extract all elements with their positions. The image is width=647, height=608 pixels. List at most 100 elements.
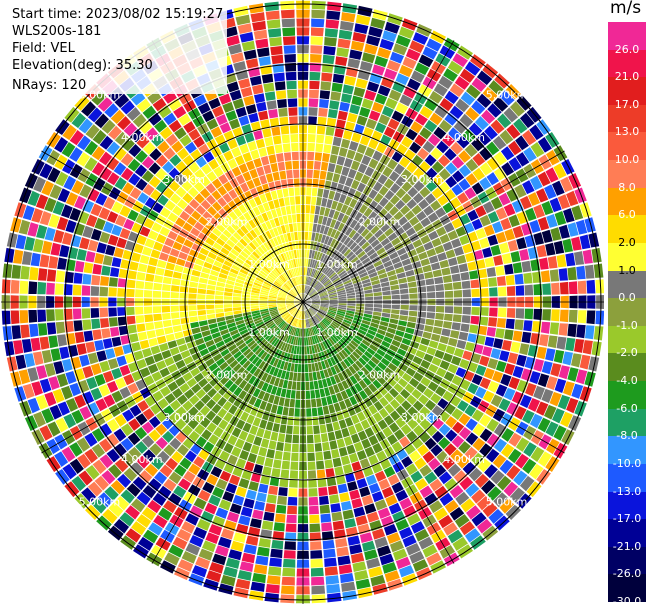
velocity-bin xyxy=(267,19,281,29)
velocity-bin xyxy=(409,293,417,298)
velocity-bin xyxy=(20,266,30,280)
velocity-bin xyxy=(296,382,300,390)
velocity-bin xyxy=(282,577,295,586)
velocity-bin xyxy=(523,273,532,284)
velocity-bin xyxy=(311,559,323,568)
range-label: 1.00km xyxy=(316,326,358,339)
velocity-bin xyxy=(290,462,298,471)
velocity-bin xyxy=(273,459,282,468)
velocity-bin xyxy=(280,469,289,478)
velocity-bin xyxy=(99,287,108,297)
velocity-bin xyxy=(292,161,299,170)
velocity-bin xyxy=(91,275,100,285)
velocity-bin xyxy=(332,512,343,522)
velocity-bin xyxy=(153,306,162,313)
velocity-bin xyxy=(310,45,322,54)
velocity-bin xyxy=(585,265,595,279)
velocity-bin xyxy=(281,586,295,595)
velocity-bin xyxy=(188,293,196,298)
velocity-bin xyxy=(12,325,22,339)
velocity-bin xyxy=(326,584,340,594)
velocity-bin xyxy=(307,152,314,161)
velocity-bin xyxy=(262,521,274,531)
velocity-bin xyxy=(110,327,119,337)
velocity-bin xyxy=(309,98,319,107)
velocity-bin xyxy=(541,322,550,334)
colorbar-tick-label: -21.0 xyxy=(608,541,646,552)
velocity-bin xyxy=(426,312,435,319)
velocity-bin xyxy=(283,452,291,461)
velocity-bin xyxy=(333,74,345,84)
velocity-bin xyxy=(180,286,189,292)
colorbar-tick-label: 0.0 xyxy=(608,292,646,303)
velocity-bin xyxy=(498,287,507,297)
velocity-bin xyxy=(307,161,314,170)
velocity-bin xyxy=(233,297,241,300)
velocity-bin xyxy=(266,584,280,594)
velocity-bin xyxy=(460,324,469,333)
velocity-bin xyxy=(127,279,136,288)
velocity-bin xyxy=(271,540,283,549)
velocity-bin xyxy=(325,28,338,37)
velocity-bin xyxy=(317,126,326,135)
velocity-bin xyxy=(135,307,144,315)
velocity-bin xyxy=(401,294,409,299)
velocity-bin xyxy=(294,417,300,425)
velocity-bin xyxy=(313,425,320,434)
velocity-bin xyxy=(286,515,296,524)
velocity-bin xyxy=(269,37,282,46)
velocity-bin xyxy=(290,134,298,143)
colorbar-tick-label: 10.0 xyxy=(608,154,646,165)
velocity-bin xyxy=(308,462,316,471)
velocity-bin xyxy=(136,324,145,333)
velocity-bin xyxy=(117,307,126,316)
velocity-bin xyxy=(75,261,85,273)
velocity-bin xyxy=(365,297,373,300)
velocity-bin xyxy=(267,100,277,110)
velocity-bin xyxy=(117,288,126,297)
velocity-bin xyxy=(20,325,30,339)
velocity-bin xyxy=(268,109,278,118)
velocity-bin xyxy=(296,214,300,222)
velocity-bin xyxy=(516,308,525,318)
velocity-bin xyxy=(100,276,109,286)
velocity-bin xyxy=(82,285,91,295)
velocity-bin xyxy=(310,524,321,533)
velocity-bin xyxy=(29,267,38,280)
velocity-bin xyxy=(99,308,108,318)
velocity-bin xyxy=(326,575,340,585)
velocity-bin xyxy=(498,308,507,318)
velocity-bin xyxy=(310,72,321,81)
velocity-bin xyxy=(284,54,296,63)
velocity-bin xyxy=(551,283,560,295)
velocity-bin xyxy=(471,289,480,297)
velocity-bin xyxy=(418,305,426,311)
velocity-bin xyxy=(20,281,29,294)
velocity-bin xyxy=(171,312,180,319)
velocity-bin xyxy=(153,314,162,321)
range-label: 4.00km xyxy=(121,453,163,466)
velocity-bin xyxy=(311,27,324,36)
velocity-bin xyxy=(136,272,145,281)
velocity-bin xyxy=(309,81,319,90)
velocity-bin xyxy=(383,295,391,299)
velocity-bin xyxy=(297,373,301,381)
velocity-bin xyxy=(487,267,496,277)
velocity-bin xyxy=(215,295,223,299)
velocity-bin xyxy=(288,107,297,116)
velocity-bin xyxy=(392,295,400,300)
velocity-bin xyxy=(306,205,311,213)
velocity-bin xyxy=(576,325,586,339)
velocity-bin xyxy=(144,290,153,298)
velocity-bin xyxy=(567,267,576,280)
velocity-bin xyxy=(497,276,506,286)
velocity-bin xyxy=(309,497,319,506)
velocity-bin xyxy=(197,305,205,310)
colorbar-tick-label: -10.0 xyxy=(608,458,646,469)
range-label: 3.00km xyxy=(401,173,443,186)
velocity-bin xyxy=(153,291,162,298)
velocity-bin xyxy=(306,391,311,399)
velocity-bin xyxy=(271,127,280,136)
velocity-bin xyxy=(306,408,311,416)
velocity-bin xyxy=(559,268,568,281)
